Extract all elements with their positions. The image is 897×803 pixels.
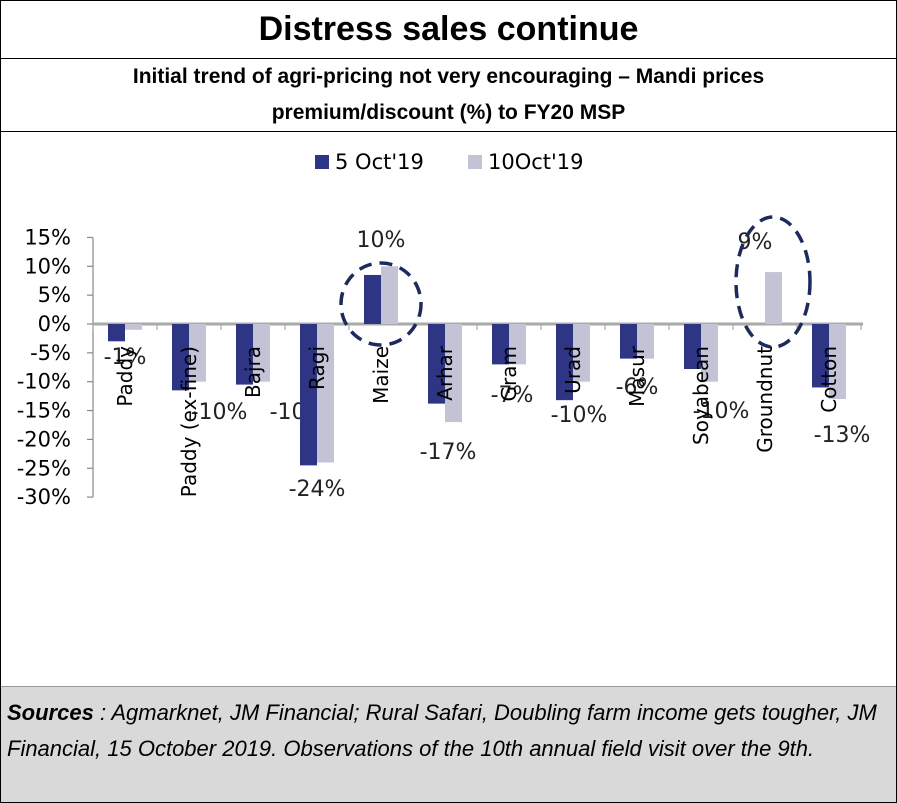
legend-label: 10Oct'19 [488, 150, 584, 174]
category-label: Paddy [113, 346, 137, 407]
bar-series-2 [317, 324, 334, 463]
data-label: -10% [551, 403, 608, 428]
category-label: Cotton [817, 346, 841, 413]
bar-series-2 [701, 324, 718, 382]
sources-text: : Agmarknet, JM Financial; Rural Safari,… [7, 700, 877, 761]
sources-label: Sources [7, 700, 94, 725]
highlight-circle [734, 215, 812, 349]
data-label: -17% [420, 440, 477, 465]
bar-series-2 [189, 324, 206, 382]
category-label: Masur [625, 345, 649, 407]
category-label: Bajra [241, 346, 265, 398]
bar-series-1 [620, 324, 637, 359]
legend-swatch [468, 155, 482, 169]
bar-series-2 [765, 272, 782, 324]
sources-note: Sources : Agmarknet, JM Financial; Rural… [1, 686, 896, 802]
bar-series-2 [829, 324, 846, 400]
bar-series-1 [172, 324, 189, 391]
category-label: Gram [497, 346, 521, 401]
y-tick-label: -25% [17, 456, 71, 480]
bar-series-1 [236, 324, 253, 385]
y-tick-label: -10% [17, 370, 71, 394]
category-label: Arhar [433, 345, 457, 400]
bar-chart: 15%10%5%0%-5%-10%-15%-20%-25%-30%-1%Padd… [17, 150, 871, 509]
data-label: -13% [814, 423, 871, 448]
bar-series-1 [492, 324, 509, 365]
data-label: -10% [693, 399, 750, 424]
data-label: -10% [191, 400, 248, 425]
data-label: 9% [738, 230, 773, 255]
chart-area: 15% 10% 5% 0% -5% -10% -15% -20% -25% -30% -1% Padd… [1, 132, 896, 685]
legend-label: 5 Oct'19 [335, 150, 424, 174]
y-tick-label: -5% [30, 341, 71, 365]
data-label: -6% [616, 375, 659, 400]
category-label: Maize [369, 346, 393, 404]
bar-series-1 [108, 324, 125, 342]
bar-series-2 [125, 324, 142, 330]
chart-subtitle: Initial trend of agri-pricing not very e… [1, 59, 896, 132]
y-tick-label: 0% [38, 312, 71, 336]
bar-series-1 [556, 324, 573, 401]
data-label: -1% [104, 345, 147, 370]
bar-series-2 [381, 266, 398, 324]
category-label: Urad [561, 346, 585, 394]
y-tick-label: -30% [17, 485, 71, 509]
bar-series-1 [300, 324, 317, 466]
bar-series-1 [684, 324, 701, 370]
bar-series-2 [573, 324, 590, 382]
legend-swatch [315, 155, 329, 169]
category-label: Groundnut [753, 346, 777, 453]
data-label: 10% [357, 228, 406, 253]
y-tick-label: 15% [24, 225, 71, 249]
y-tick-label: 10% [24, 254, 71, 278]
bar-series-1 [812, 324, 829, 388]
bar-series-2 [445, 324, 462, 423]
chart-title: Distress sales continue [1, 1, 896, 59]
bar-series-1 [428, 324, 445, 404]
bar-series-2 [253, 324, 270, 382]
category-label: Soyabean [689, 346, 713, 445]
bar-series-2 [637, 324, 654, 359]
y-tick-label: -15% [17, 399, 71, 423]
y-tick-label: -20% [17, 427, 71, 451]
y-tick-label: 5% [38, 283, 71, 307]
bar-series-1 [364, 274, 381, 324]
data-label: -7% [491, 383, 534, 408]
category-label: Ragi [305, 346, 329, 390]
highlight-circle [339, 261, 423, 347]
data-label: -24% [289, 477, 346, 502]
bar-series-2 [509, 324, 526, 365]
category-label: Paddy (ex-fine) [177, 346, 201, 497]
